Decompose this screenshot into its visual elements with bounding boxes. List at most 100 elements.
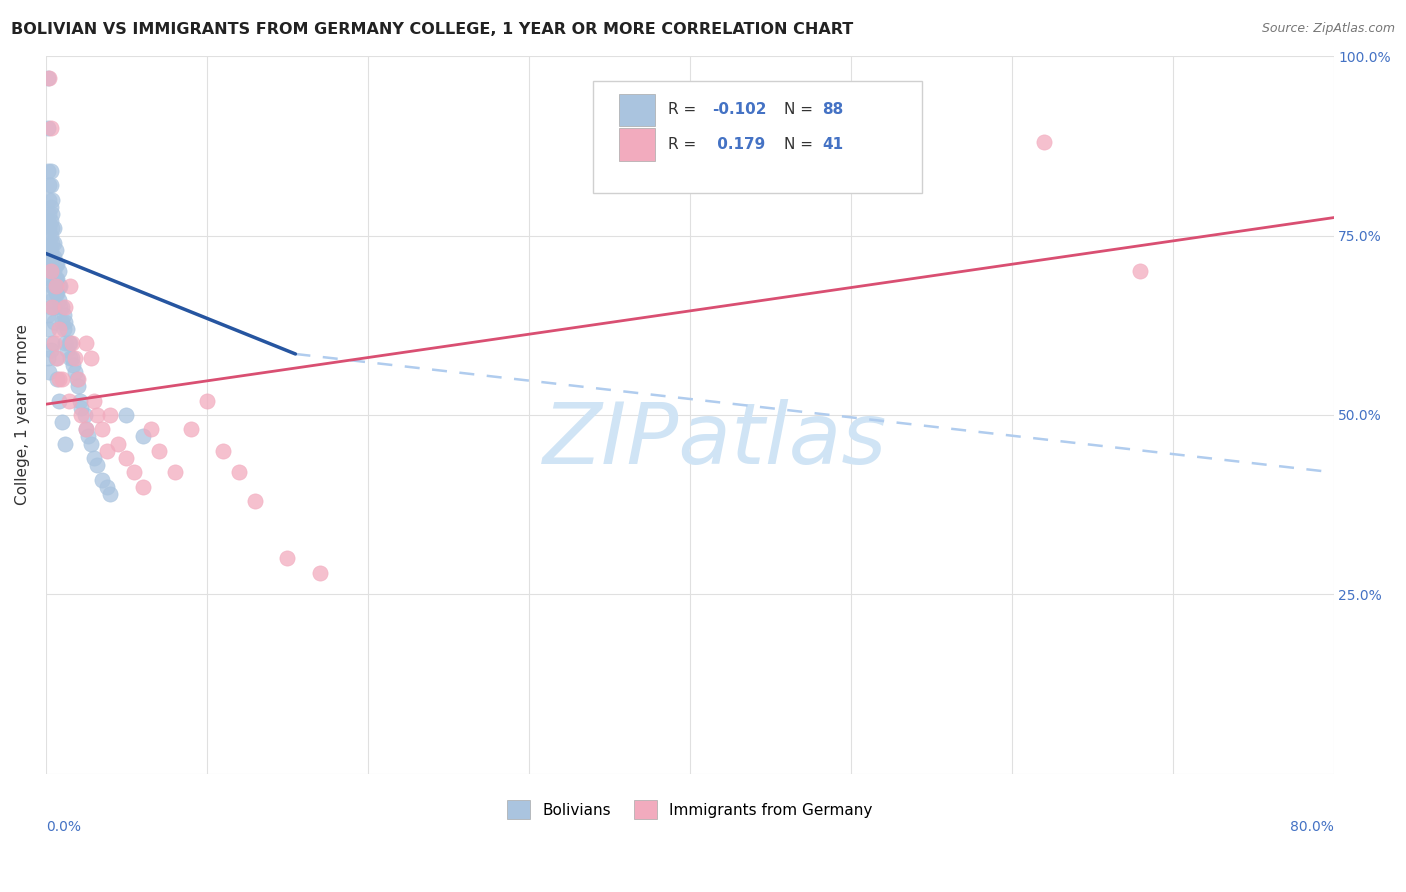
Point: [46, 351, 69, 365]
Point: [139, 422, 162, 436]
Point: [51, 372, 73, 386]
Text: 88: 88: [823, 103, 844, 118]
Point: [115, 408, 138, 422]
Point: [38, 207, 60, 221]
Point: [195, 393, 218, 408]
Point: [63, 351, 86, 365]
Point: [37, 214, 59, 228]
FancyBboxPatch shape: [593, 81, 921, 193]
Point: [38, 221, 60, 235]
Point: [38, 178, 60, 193]
Text: R =: R =: [668, 103, 702, 118]
Text: N =: N =: [783, 103, 818, 118]
Point: [73, 408, 96, 422]
Point: [37, 243, 59, 257]
Point: [39, 243, 62, 257]
Point: [115, 450, 138, 465]
Point: [58, 393, 80, 408]
Point: [148, 443, 170, 458]
Point: [107, 436, 129, 450]
Point: [83, 393, 105, 408]
Point: [60, 351, 83, 365]
Point: [39, 271, 62, 285]
Point: [42, 264, 65, 278]
Point: [41, 250, 63, 264]
Text: N =: N =: [783, 137, 818, 152]
Point: [41, 278, 63, 293]
Point: [46, 285, 69, 300]
Text: ZIPatlas: ZIPatlas: [543, 399, 887, 482]
FancyBboxPatch shape: [619, 94, 655, 126]
Point: [276, 551, 298, 566]
Point: [45, 243, 67, 257]
Point: [41, 293, 63, 307]
Point: [41, 193, 63, 207]
Point: [56, 343, 79, 358]
Point: [53, 436, 76, 450]
Text: 0.179: 0.179: [711, 137, 765, 152]
Point: [38, 193, 60, 207]
Point: [49, 278, 72, 293]
Point: [37, 70, 59, 85]
Point: [58, 336, 80, 351]
Point: [39, 301, 62, 315]
Point: [53, 301, 76, 315]
Point: [180, 422, 202, 436]
Point: [98, 408, 121, 422]
Point: [42, 250, 65, 264]
Point: [76, 429, 98, 443]
FancyBboxPatch shape: [619, 128, 655, 161]
Point: [62, 358, 84, 372]
Point: [39, 200, 62, 214]
Point: [131, 480, 153, 494]
Point: [39, 228, 62, 243]
Point: [96, 443, 118, 458]
Point: [75, 422, 97, 436]
Point: [86, 458, 108, 473]
Point: [48, 293, 70, 307]
Point: [41, 207, 63, 221]
Point: [83, 450, 105, 465]
Point: [45, 278, 67, 293]
Point: [53, 315, 76, 329]
Point: [42, 235, 65, 250]
Point: [37, 120, 59, 135]
Text: 0.0%: 0.0%: [46, 821, 82, 834]
Text: -0.102: -0.102: [711, 103, 766, 118]
Point: [60, 336, 83, 351]
Point: [228, 466, 250, 480]
Point: [46, 257, 69, 271]
Point: [37, 308, 59, 322]
Point: [65, 372, 87, 386]
Point: [39, 343, 62, 358]
Point: [52, 308, 75, 322]
Point: [308, 566, 330, 580]
Point: [52, 322, 75, 336]
Point: [163, 466, 186, 480]
Point: [96, 480, 118, 494]
Point: [41, 301, 63, 315]
Point: [41, 336, 63, 351]
Point: [39, 264, 62, 278]
Point: [56, 322, 79, 336]
Point: [131, 429, 153, 443]
Point: [42, 301, 65, 315]
Point: [63, 365, 86, 379]
Point: [37, 164, 59, 178]
Point: [48, 322, 70, 336]
Point: [91, 422, 114, 436]
Point: [70, 401, 93, 415]
Point: [46, 271, 69, 285]
Point: [46, 372, 69, 386]
Point: [212, 443, 235, 458]
Point: [42, 278, 65, 293]
Point: [38, 235, 60, 250]
Point: [39, 214, 62, 228]
Point: [1032, 136, 1054, 150]
Point: [42, 221, 65, 235]
Point: [80, 351, 103, 365]
Point: [39, 271, 62, 285]
Point: [59, 351, 82, 365]
Text: Source: ZipAtlas.com: Source: ZipAtlas.com: [1261, 22, 1395, 36]
Point: [51, 301, 73, 315]
